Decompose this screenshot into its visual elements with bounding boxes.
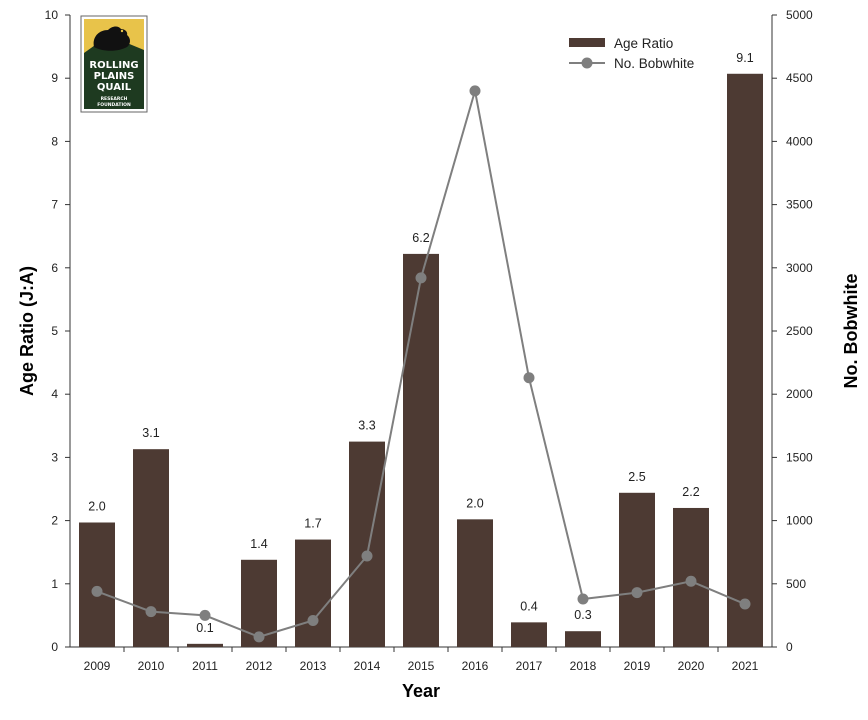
x-tick-label: 2016 — [462, 659, 489, 673]
bar — [457, 519, 493, 647]
logo-line-4: RESEARCH — [101, 96, 128, 102]
bar — [403, 253, 439, 647]
rolling-plains-quail-logo: ROLLING PLAINS QUAIL RESEARCH FOUNDATION — [80, 15, 148, 113]
logo-line-1: ROLLING — [89, 60, 138, 71]
logo-line-5: FOUNDATION — [97, 102, 131, 108]
bar-value-label: 3.3 — [358, 419, 375, 433]
legend-bar-swatch — [569, 38, 605, 47]
right-y-ticks: 0 500 1000 1500 2000 2500 3000 3500 4000 4500 5000 — [772, 8, 813, 654]
left-y-tick-label: 10 — [45, 8, 59, 22]
left-y-tick-label: 1 — [51, 577, 58, 591]
line-series — [91, 85, 751, 643]
x-tick-label: 2009 — [84, 659, 111, 673]
x-tick-labels: 2009 2010 2011 2012 2013 2014 2015 2016 2017 2018… — [84, 647, 759, 673]
x-tick-label: 2013 — [300, 659, 327, 673]
bar-value-label: 9.1 — [736, 51, 753, 65]
bar — [349, 441, 385, 647]
right-y-tick-label: 3000 — [786, 261, 813, 275]
bobwhite-point — [145, 606, 157, 618]
bobwhite-point — [91, 585, 103, 597]
left-y-tick-label: 8 — [51, 134, 58, 148]
bar-value-label: 0.3 — [574, 608, 591, 622]
left-y-tick-label: 3 — [51, 450, 58, 464]
bar-value-label: 0.4 — [520, 599, 537, 613]
legend-bar-label: Age Ratio — [614, 36, 673, 51]
bobwhite-point — [199, 609, 211, 621]
left-y-ticks: 0 1 2 3 4 5 6 7 8 9 10 — [45, 8, 70, 654]
bar-value-label: 3.1 — [142, 426, 159, 440]
bobwhite-point — [253, 631, 265, 643]
bar-value-label: 1.4 — [250, 537, 267, 551]
bar — [133, 449, 169, 647]
bar — [295, 539, 331, 647]
x-axis-title: Year — [402, 681, 440, 701]
bar — [187, 643, 223, 647]
legend-line-marker — [581, 57, 593, 69]
x-tick-label: 2019 — [624, 659, 651, 673]
bobwhite-point — [361, 550, 373, 562]
bobwhite-point — [685, 575, 697, 587]
x-tick-label: 2011 — [192, 659, 218, 673]
bar-value-label: 2.2 — [682, 485, 699, 499]
bar-value-label: 1.7 — [304, 517, 321, 531]
x-tick-label: 2015 — [408, 659, 435, 673]
left-y-tick-label: 0 — [51, 640, 58, 654]
bar-value-label: 2.0 — [88, 499, 105, 513]
right-y-tick-label: 1000 — [786, 514, 813, 528]
left-y-tick-label: 2 — [51, 514, 58, 528]
right-y-tick-label: 3500 — [786, 198, 813, 212]
right-y-tick-label: 0 — [786, 640, 793, 654]
left-y-tick-label: 4 — [51, 387, 58, 401]
x-tick-label: 2020 — [678, 659, 705, 673]
right-y-tick-label: 500 — [786, 577, 806, 591]
right-y-tick-label: 4000 — [786, 134, 813, 148]
bobwhite-point — [469, 85, 481, 97]
right-y-tick-label: 2500 — [786, 324, 813, 338]
quail-icon — [93, 26, 130, 51]
x-tick-label: 2010 — [138, 659, 165, 673]
bar-value-label: 2.0 — [466, 496, 483, 510]
left-y-tick-label: 5 — [51, 324, 58, 338]
left-y-tick-label: 7 — [51, 198, 58, 212]
right-y-tick-label: 1500 — [786, 450, 813, 464]
logo-line-3: QUAIL — [97, 82, 132, 93]
bar — [511, 622, 547, 647]
bobwhite-point — [307, 614, 319, 626]
x-tick-label: 2017 — [516, 659, 543, 673]
x-tick-label: 2012 — [246, 659, 273, 673]
bar — [565, 631, 601, 647]
x-tick-label: 2018 — [570, 659, 597, 673]
left-y-tick-label: 6 — [51, 261, 58, 275]
bobwhite-point — [523, 372, 535, 384]
bar — [727, 73, 763, 647]
logo-line-2: PLAINS — [94, 71, 135, 82]
legend: Age Ratio No. Bobwhite — [569, 36, 694, 71]
bobwhite-point — [631, 587, 643, 599]
left-y-axis-title: Age Ratio (J:A) — [17, 266, 37, 396]
bar-value-label: 2.5 — [628, 470, 645, 484]
x-tick-label: 2014 — [354, 659, 381, 673]
right-y-axis-title: No. Bobwhite — [841, 274, 861, 389]
bobwhite-point — [739, 598, 751, 610]
bar — [79, 522, 115, 647]
bar-value-label: 0.1 — [196, 621, 213, 635]
bar-data-labels: 2.0 3.1 0.1 1.4 1.7 3.3 6.2 2.0 0.4 0.3 2.5 2.2 9.1 — [88, 51, 753, 635]
legend-line-label: No. Bobwhite — [614, 56, 694, 71]
bar-series — [79, 73, 763, 647]
right-y-tick-label: 2000 — [786, 387, 813, 401]
bar-value-label: 6.2 — [412, 231, 429, 245]
right-y-tick-label: 5000 — [786, 8, 813, 22]
right-y-tick-label: 4500 — [786, 71, 813, 85]
bobwhite-point — [577, 593, 589, 605]
x-tick-label: 2021 — [732, 659, 759, 673]
bobwhite-point — [415, 272, 427, 284]
left-y-tick-label: 9 — [51, 71, 58, 85]
bar — [619, 492, 655, 647]
